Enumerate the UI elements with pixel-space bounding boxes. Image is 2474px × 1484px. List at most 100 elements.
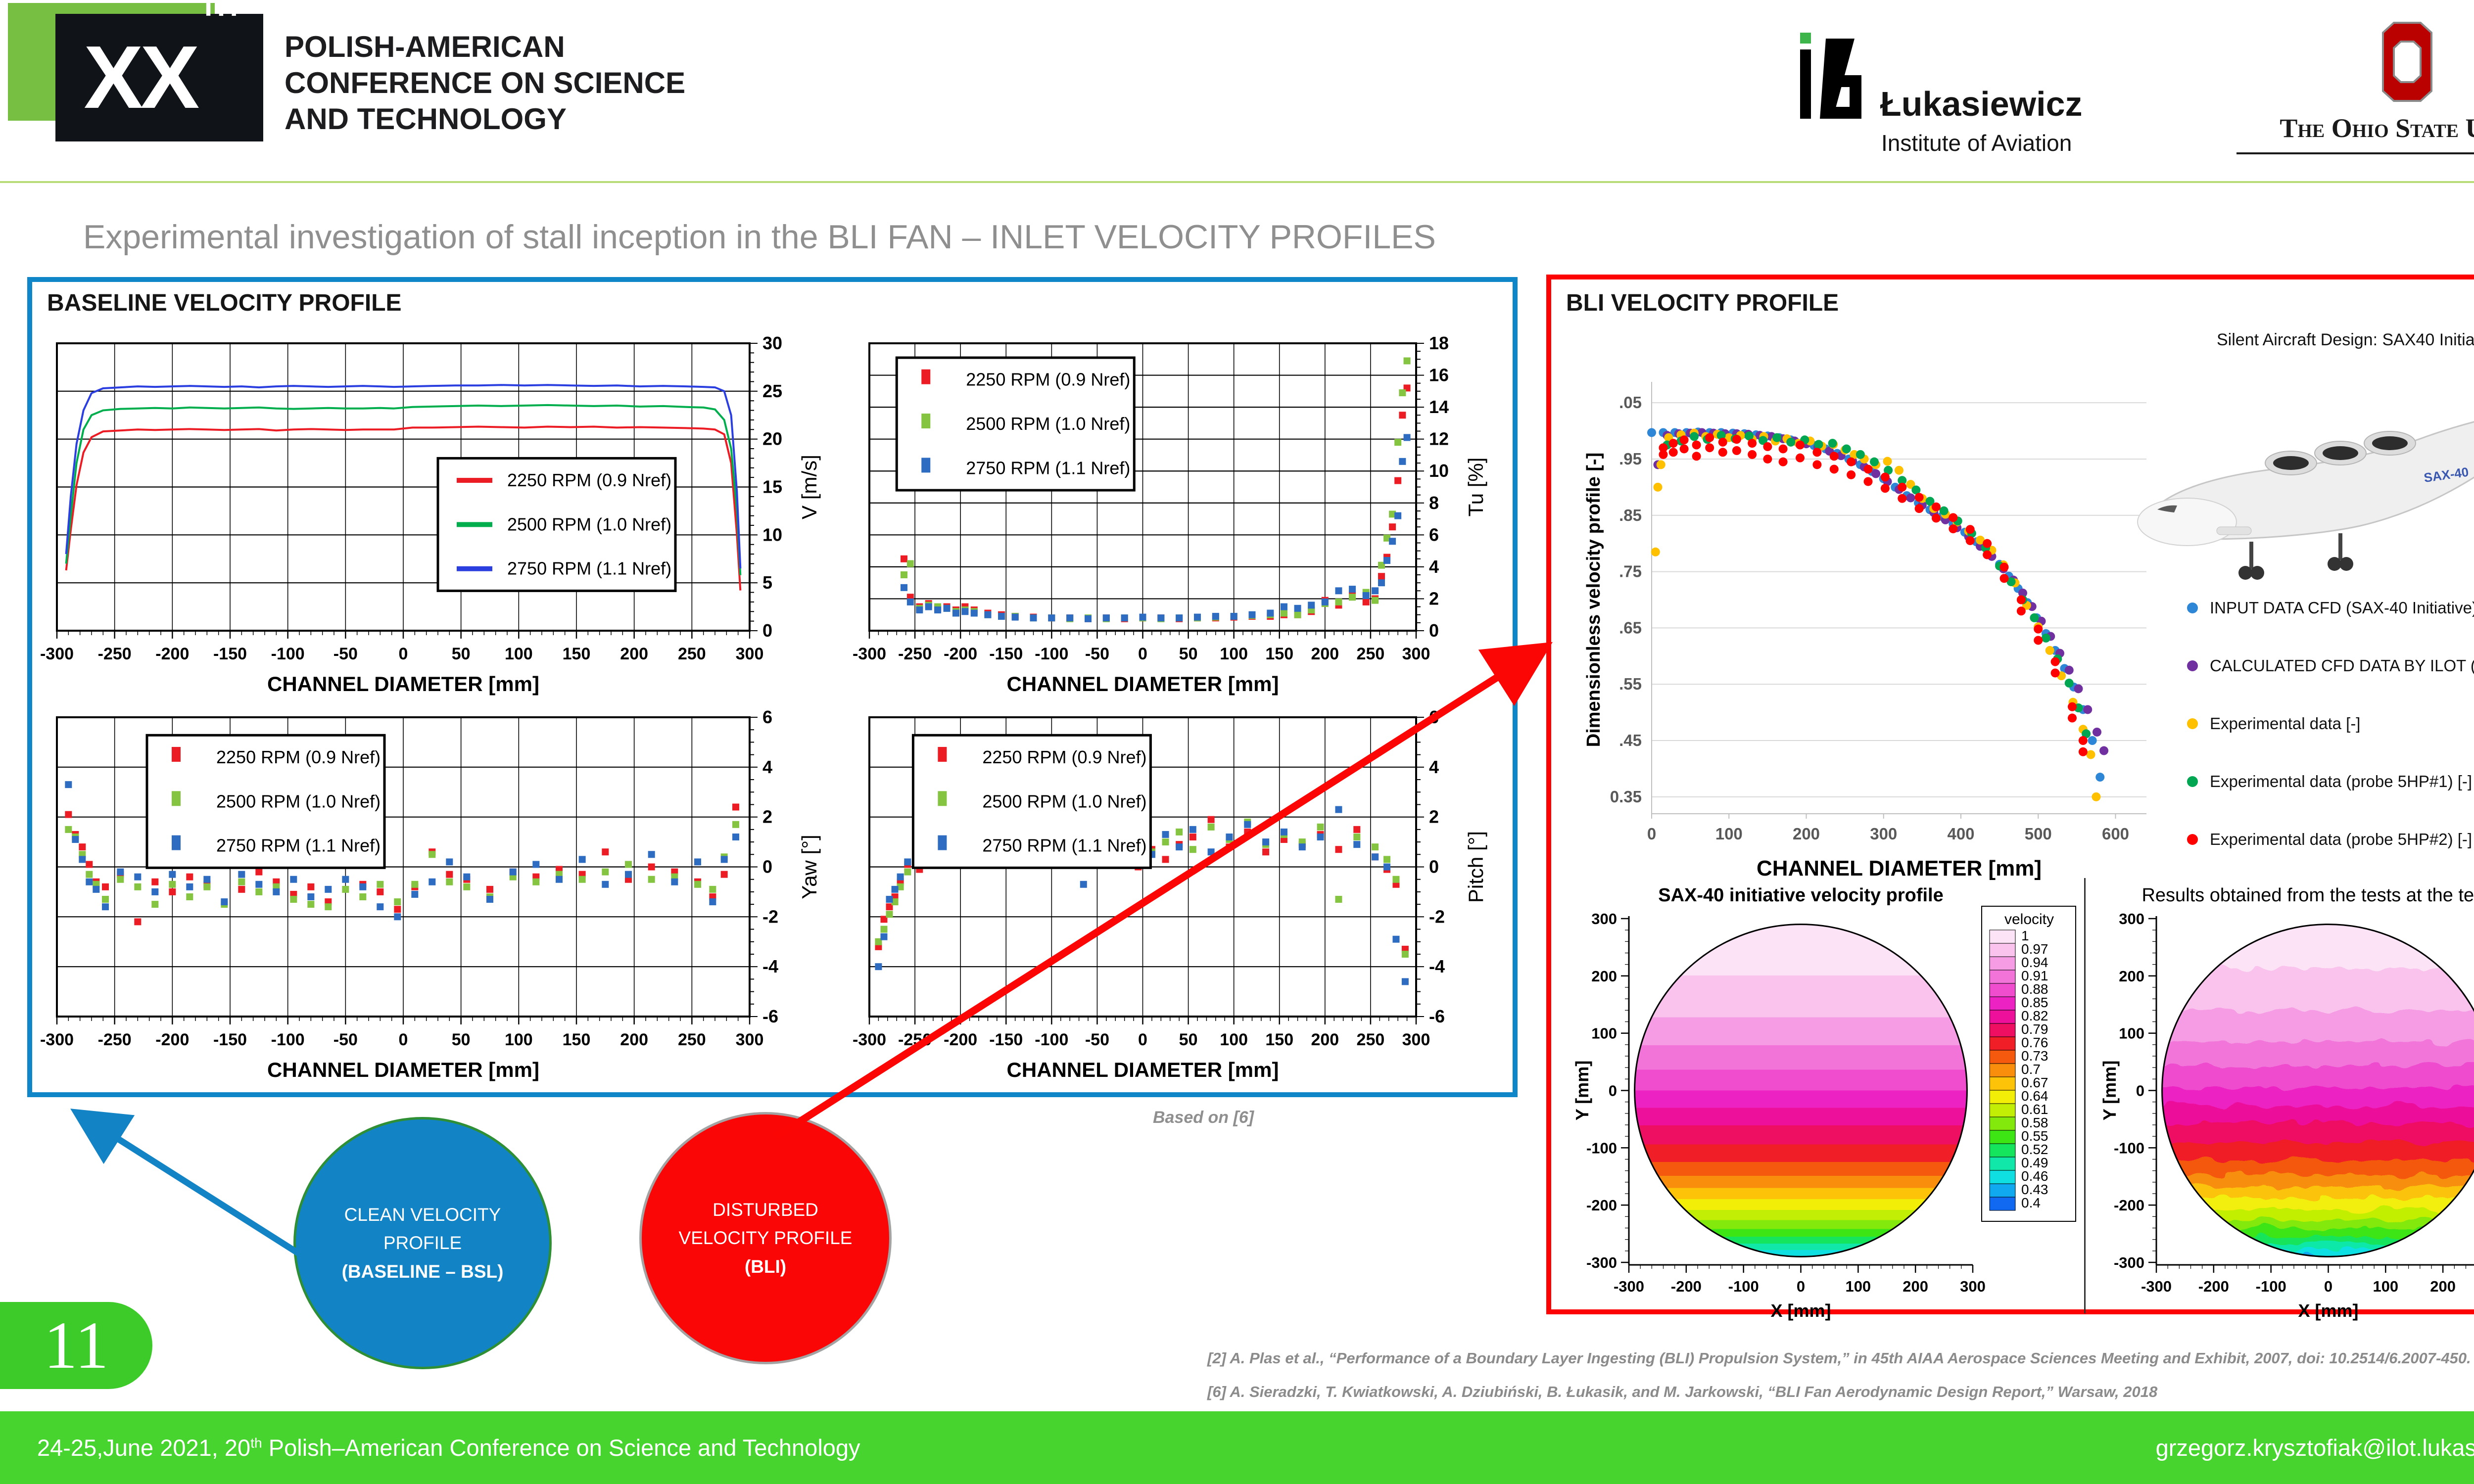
svg-text:0: 0 bbox=[1429, 857, 1439, 877]
bubble-text: DISTURBED bbox=[713, 1199, 818, 1220]
svg-text:.95: .95 bbox=[1619, 450, 1642, 468]
svg-text:0: 0 bbox=[1609, 1082, 1617, 1100]
svg-text:200: 200 bbox=[1793, 825, 1820, 843]
svg-text:-300: -300 bbox=[853, 645, 886, 663]
sax40-aircraft-image: SAX-40 bbox=[2128, 376, 2474, 611]
svg-text:0.82: 0.82 bbox=[2021, 1008, 2048, 1023]
svg-text:X [mm]: X [mm] bbox=[1770, 1300, 1831, 1321]
svg-text:0.76: 0.76 bbox=[2021, 1035, 2048, 1050]
svg-text:0: 0 bbox=[1429, 620, 1439, 641]
svg-text:2750 RPM (1.1 Nref): 2750 RPM (1.1 Nref) bbox=[982, 835, 1146, 856]
baseline-panel-title: BASELINE VELOCITY PROFILE bbox=[47, 290, 402, 316]
svg-text:5: 5 bbox=[762, 572, 772, 593]
based-on-6-note: Based on [6] bbox=[1153, 1108, 1254, 1127]
svg-text:400: 400 bbox=[1947, 825, 1974, 843]
svg-text:2750 RPM (1.1 Nref): 2750 RPM (1.1 Nref) bbox=[966, 458, 1130, 478]
svg-text:200: 200 bbox=[1311, 1030, 1339, 1049]
svg-text:0.55: 0.55 bbox=[2021, 1128, 2048, 1144]
svg-text:15: 15 bbox=[762, 477, 782, 497]
svg-text:Y [mm]: Y [mm] bbox=[1572, 1061, 1592, 1120]
svg-text:30: 30 bbox=[762, 333, 782, 353]
bubble-text: (BASELINE – BSL) bbox=[341, 1261, 504, 1282]
svg-text:2250 RPM (0.9 Nref): 2250 RPM (0.9 Nref) bbox=[216, 747, 381, 767]
svg-text:-300: -300 bbox=[40, 1030, 74, 1049]
svg-text:Tu [%]: Tu [%] bbox=[1464, 458, 1487, 517]
footer-bar: 24-25,June 2021, 20th Polish–American Co… bbox=[0, 1411, 2474, 1484]
svg-text:.45: .45 bbox=[1619, 731, 1642, 749]
svg-text:200: 200 bbox=[620, 1030, 648, 1049]
bli-panel-title: BLI VELOCITY PROFILE bbox=[1566, 290, 1839, 316]
clean-velocity-profile-bubble: CLEAN VELOCITY PROFILE (BASELINE – BSL) bbox=[293, 1117, 552, 1369]
svg-text:50: 50 bbox=[1179, 1030, 1198, 1049]
svg-text:-100: -100 bbox=[2256, 1278, 2286, 1295]
bubble-text: VELOCITY PROFILE bbox=[678, 1228, 853, 1249]
svg-text:200: 200 bbox=[2119, 968, 2144, 985]
svg-text:0: 0 bbox=[399, 1030, 408, 1049]
reference-6: [6] A. Sieradzki, T. Kwiatkowski, A. Dzi… bbox=[1207, 1383, 2158, 1401]
svg-text:100: 100 bbox=[505, 1030, 533, 1049]
svg-text:-50: -50 bbox=[1085, 645, 1109, 663]
svg-text:100: 100 bbox=[505, 645, 533, 663]
svg-text:250: 250 bbox=[1357, 1030, 1385, 1049]
svg-text:-200: -200 bbox=[155, 1030, 189, 1049]
svg-text:.05: .05 bbox=[1619, 393, 1642, 412]
yellow-dot-icon bbox=[2187, 718, 2198, 729]
svg-text:-100: -100 bbox=[271, 1030, 305, 1049]
svg-text:150: 150 bbox=[563, 1030, 591, 1049]
svg-text:0: 0 bbox=[1138, 1030, 1147, 1049]
svg-text:-4: -4 bbox=[762, 956, 778, 976]
svg-text:2250 RPM (0.9 Nref): 2250 RPM (0.9 Nref) bbox=[982, 747, 1146, 767]
contour-plots-divider bbox=[2084, 878, 2086, 1313]
svg-text:-6: -6 bbox=[762, 1006, 778, 1026]
svg-text:0.91: 0.91 bbox=[2021, 968, 2048, 983]
svg-text:0.79: 0.79 bbox=[2021, 1021, 2048, 1037]
bubble-text: (BLI) bbox=[744, 1256, 787, 1277]
svg-text:250: 250 bbox=[678, 645, 706, 663]
logo-th-text: TH bbox=[199, 0, 238, 22]
baseline-yaw-chart: -300 -250 -200 -150 -100 -50 0 50 100 150 200 250 30… bbox=[35, 706, 846, 1088]
svg-text:Y [mm]: Y [mm] bbox=[2099, 1061, 2120, 1120]
svg-text:0: 0 bbox=[2136, 1082, 2144, 1100]
svg-text:-50: -50 bbox=[333, 1030, 358, 1049]
svg-text:CHANNEL DIAMETER [mm]: CHANNEL DIAMETER [mm] bbox=[267, 1058, 539, 1081]
clean-profile-arrow bbox=[70, 1109, 323, 1270]
svg-text:200: 200 bbox=[1903, 1278, 1928, 1295]
svg-text:-150: -150 bbox=[213, 1030, 247, 1049]
svg-text:-250: -250 bbox=[898, 645, 932, 663]
svg-text:-300: -300 bbox=[853, 1030, 886, 1049]
svg-text:V [m/s]: V [m/s] bbox=[798, 455, 821, 519]
svg-text:Pitch [°]: Pitch [°] bbox=[1464, 831, 1487, 903]
svg-text:-100: -100 bbox=[1586, 1139, 1617, 1157]
svg-text:0.49: 0.49 bbox=[2021, 1155, 2048, 1170]
svg-text:-150: -150 bbox=[989, 1030, 1023, 1049]
footer-email: grzegorz.krysztofiak@ilot.lukasiewicz.go… bbox=[2155, 1435, 2474, 1461]
reference-2: [2] A. Plas et al., “Performance of a Bo… bbox=[1207, 1349, 2471, 1367]
svg-text:2: 2 bbox=[1429, 588, 1439, 608]
lukasiewicz-subtitle: Institute of Aviation bbox=[1881, 130, 2072, 156]
svg-text:0.88: 0.88 bbox=[2021, 981, 2048, 997]
footer-conference-text: 24-25,June 2021, 20th Polish–American Co… bbox=[37, 1435, 860, 1461]
purple-dot-icon bbox=[2187, 660, 2198, 671]
svg-text:2250 RPM (0.9 Nref): 2250 RPM (0.9 Nref) bbox=[507, 470, 671, 490]
osu-name: The Ohio State University bbox=[2236, 113, 2474, 154]
baseline-pitch-chart: -300 -250 -200 -150 -100 -50 0 50 100 150 200 250 30… bbox=[847, 706, 1513, 1088]
svg-text:.65: .65 bbox=[1619, 618, 1642, 637]
svg-text:100: 100 bbox=[1220, 645, 1248, 663]
svg-text:0.7: 0.7 bbox=[2021, 1062, 2041, 1077]
svg-text:0: 0 bbox=[2324, 1278, 2332, 1295]
page-title: Experimental investigation of stall ince… bbox=[83, 218, 1436, 256]
svg-text:100: 100 bbox=[1220, 1030, 1248, 1049]
legend-item-input-cfd: INPUT DATA CFD (SAX-40 Initiative) [-] bbox=[2187, 579, 2474, 637]
svg-text:.55: .55 bbox=[1619, 675, 1642, 693]
svg-text:0.64: 0.64 bbox=[2021, 1088, 2048, 1104]
svg-text:2250 RPM (0.9 Nref): 2250 RPM (0.9 Nref) bbox=[966, 370, 1130, 390]
svg-text:X [mm]: X [mm] bbox=[2298, 1300, 2358, 1321]
legend-item-experimental: Experimental data [-] bbox=[2187, 695, 2474, 752]
svg-text:0.85: 0.85 bbox=[2021, 995, 2048, 1010]
svg-text:-250: -250 bbox=[98, 1030, 132, 1049]
osu-block-o-icon bbox=[2380, 20, 2434, 106]
svg-text:200: 200 bbox=[2430, 1278, 2456, 1295]
svg-text:velocity: velocity bbox=[2004, 911, 2054, 928]
svg-text:100: 100 bbox=[1591, 1025, 1617, 1042]
